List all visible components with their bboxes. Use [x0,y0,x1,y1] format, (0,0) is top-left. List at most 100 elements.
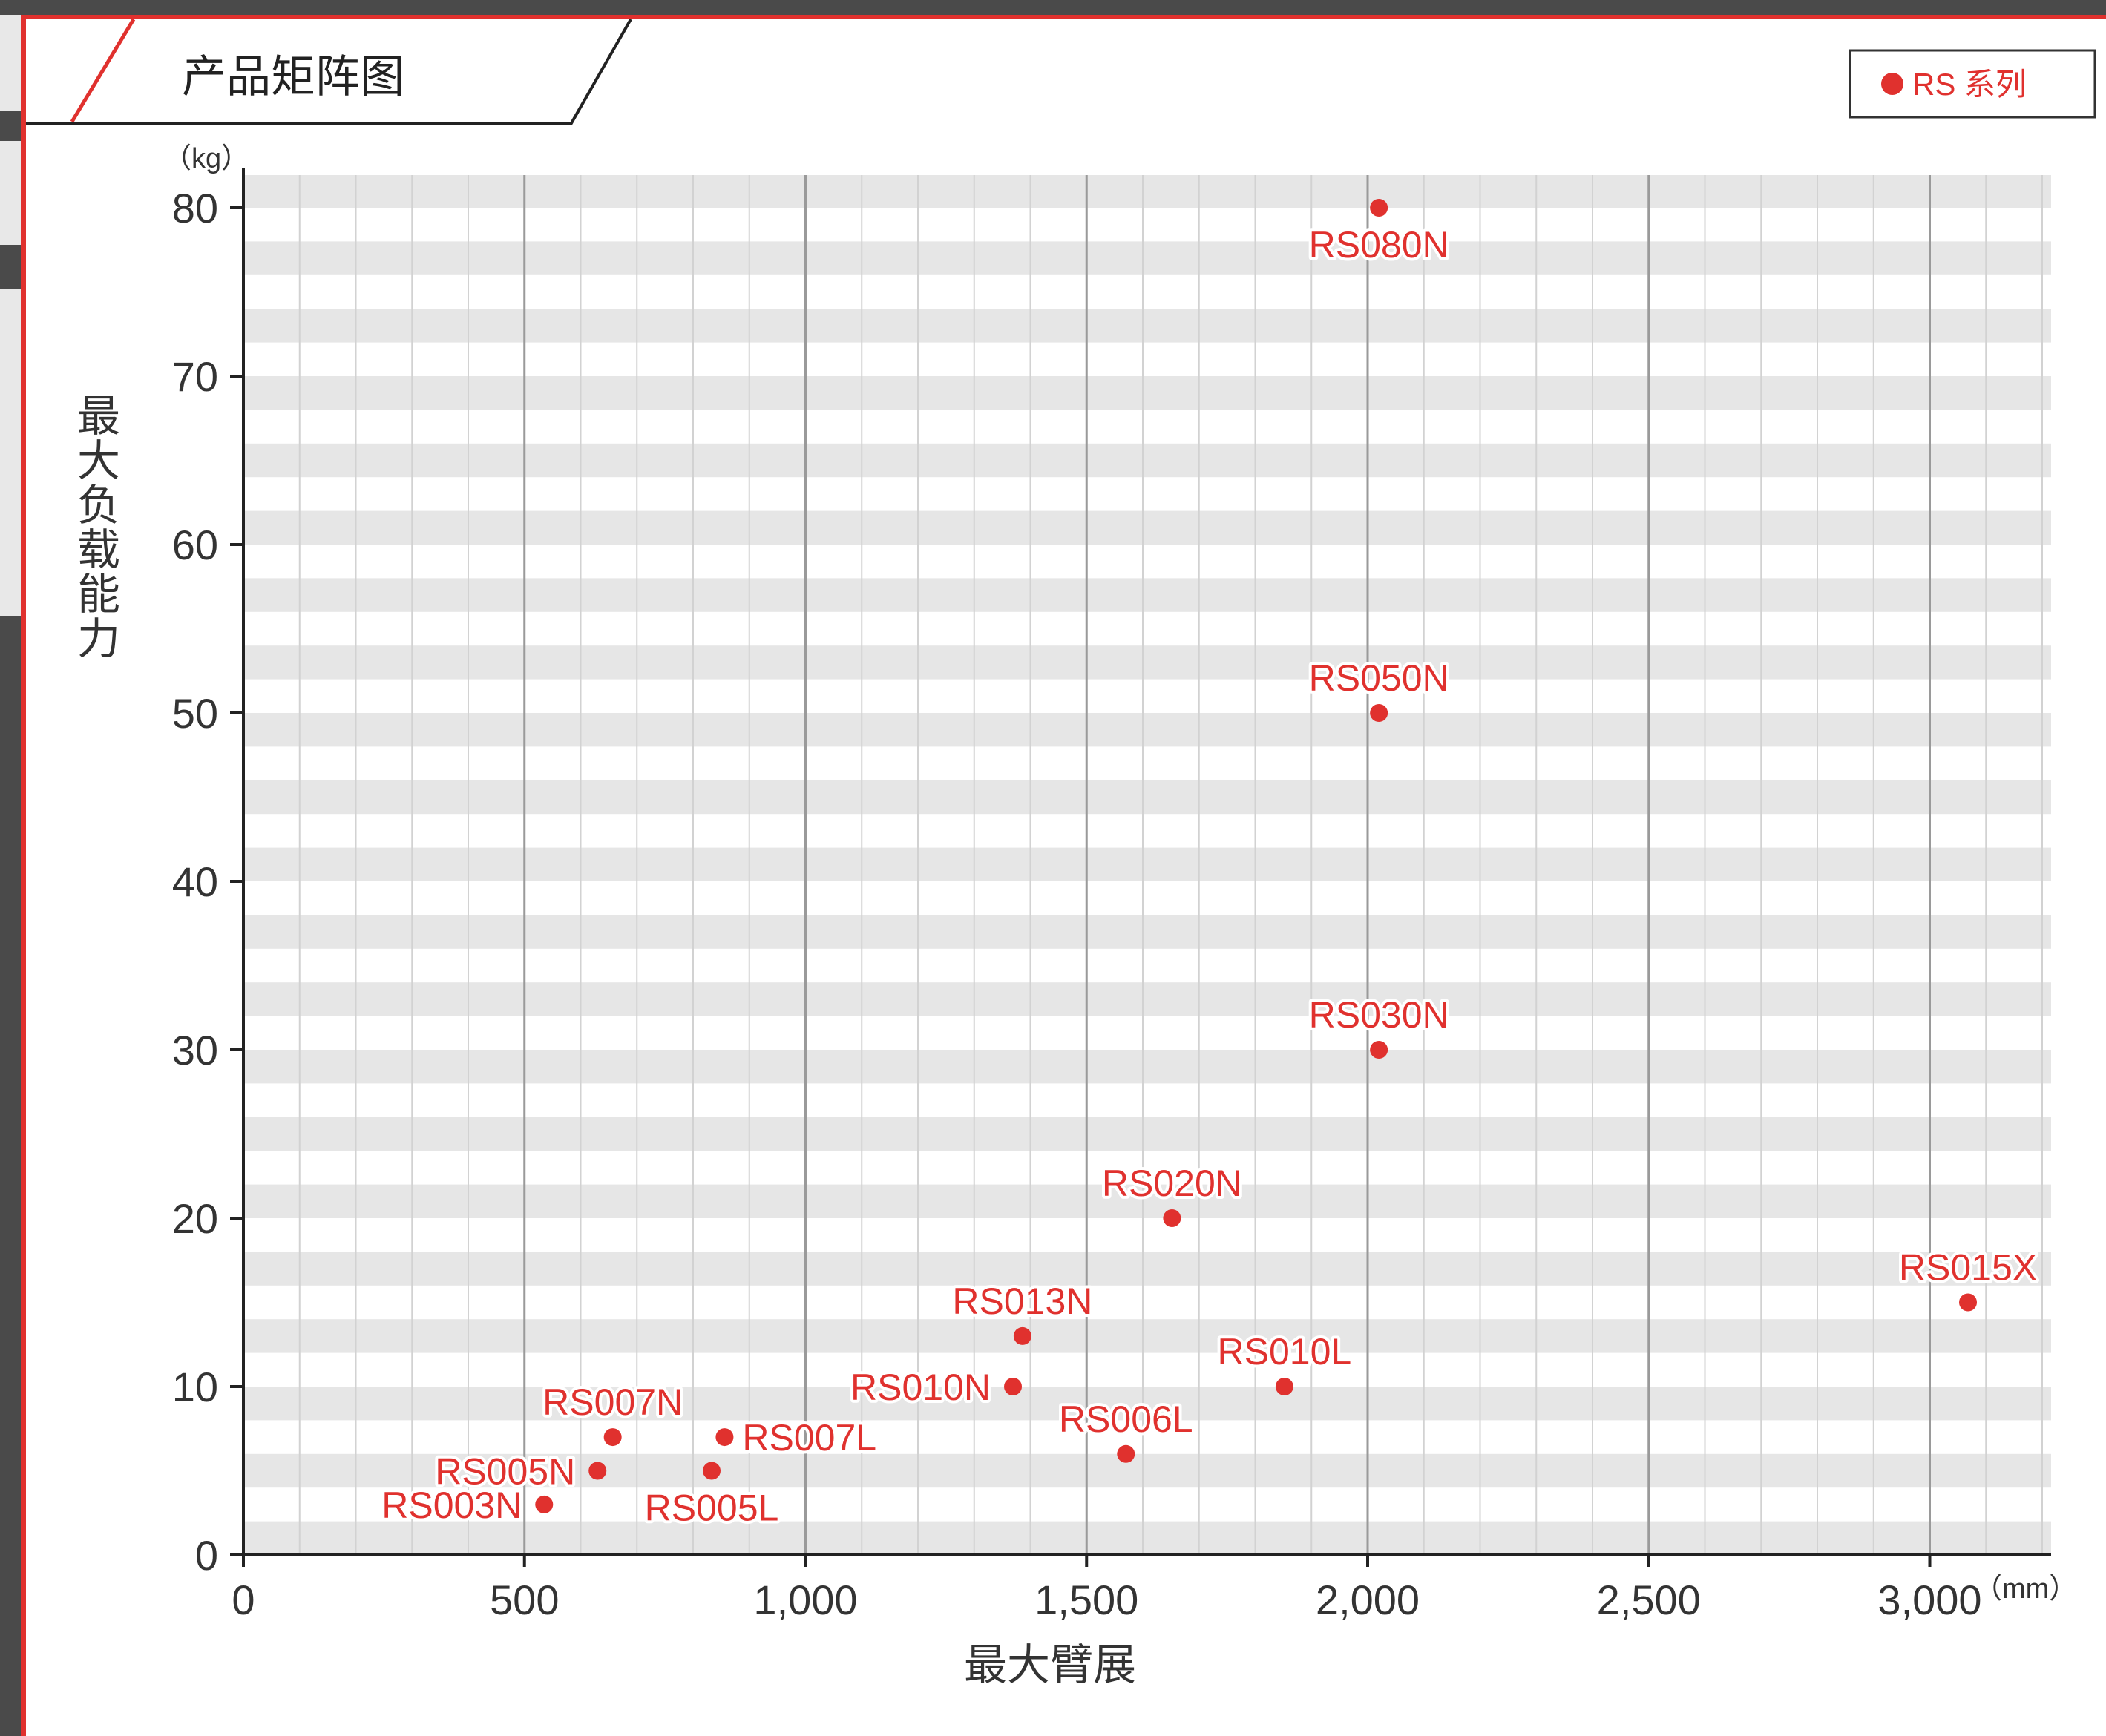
left-edge-strip [0,289,21,616]
data-point [1370,199,1388,217]
data-point-label: RS020N [1102,1163,1242,1204]
y-tick-label: 60 [172,522,218,568]
data-point-label-halo: RS020N [1102,1163,1242,1204]
data-point-label: RS030N [1309,994,1449,1036]
title-tab: 产品矩阵图 [26,19,632,125]
grid-band [243,1252,2051,1286]
data-point-label-halo: RS050N [1309,657,1449,699]
data-point [1275,1378,1293,1395]
y-axis-title-char: 最 [77,392,120,441]
grid-band [243,1117,2051,1151]
y-axis-title-char: 大 [77,437,120,485]
grid-band [243,241,2051,275]
grid-band [243,1387,2051,1421]
data-point-label: RS003N [381,1485,522,1526]
data-point-label: RS080N [1309,224,1449,266]
y-tick-label: 70 [172,353,218,400]
data-point-label: RS007L [742,1417,876,1459]
y-axis-title-char: 能 [77,571,120,619]
data-point-label: RS010L [1218,1331,1352,1372]
data-point [1004,1378,1023,1395]
data-point [1370,1041,1388,1059]
grid-band [243,1521,2051,1555]
data-point-label: RS050N [1309,657,1449,699]
grid-band [243,1319,2051,1353]
data-point-label: RS006L [1059,1398,1193,1440]
data-point-label-halo: RS006L [1059,1398,1193,1440]
grid-band [243,713,2051,747]
data-point [1163,1209,1181,1227]
grid-bands [243,175,2051,1555]
data-point [1013,1326,1031,1345]
y-axis-ticks: 0 10 20 30 40 50 60 70 80 [172,185,243,1579]
x-tick-label: 500 [490,1576,559,1623]
chart-title: 产品矩阵图 [182,52,404,102]
y-axis-title-char: 负 [77,481,120,530]
grid-band [243,578,2051,612]
data-point-label: RS010N [850,1367,991,1408]
grid-band [243,376,2051,410]
data-point [603,1428,622,1447]
grid-band [243,510,2051,545]
x-tick-label: 1,500 [1034,1576,1138,1623]
data-points: RS003NRS003NRS005NRS005NRS007NRS007NRS00… [378,199,2040,1532]
legend: RS 系列 [1849,49,2096,119]
x-axis-ticks: 0 500 1,000 1,500 2,000 2,500 3,000 [232,1555,1982,1623]
grid-band [243,1453,2051,1488]
y-tick-label: 50 [172,690,218,737]
left-edge-strip [0,15,21,111]
grid-band [243,175,2051,208]
data-point-label: RS013N [952,1280,1092,1322]
grid-band [243,645,2051,680]
y-tick-label: 80 [172,185,218,231]
data-point-label-halo: RS010N [850,1367,991,1408]
x-tick-label: 3,000 [1877,1576,1981,1623]
data-point-label: RS015X [1899,1247,2037,1289]
data-point [702,1462,721,1480]
data-point [1117,1444,1135,1463]
data-point-label: RS005N [435,1451,575,1493]
x-tick-label: 0 [232,1576,255,1623]
data-point [535,1495,554,1513]
x-axis-unit: （mm） [1974,1574,2077,1605]
data-point-label-halo: RS007N [542,1381,683,1423]
data-point-label: RS005L [645,1487,779,1529]
chart-frame: 产品矩阵图 RS 系列 最大负载能力 （kg） （mm） 最大臂展 0 500 1,… [21,15,2106,1736]
data-point [1959,1293,1978,1312]
data-point-label-halo: RS015X [1899,1247,2037,1289]
data-point-label-halo: RS007L [742,1417,876,1459]
data-point [715,1428,734,1447]
y-tick-label: 10 [172,1364,218,1410]
x-tick-label: 1,000 [753,1576,857,1623]
y-axis-unit: （kg） [163,143,249,174]
grid-band [243,1184,2051,1218]
x-tick-label: 2,500 [1597,1576,1701,1623]
grid-band [243,982,2051,1016]
data-point-label: RS007N [542,1381,683,1423]
grid-band [243,1050,2051,1084]
y-tick-label: 20 [172,1195,218,1242]
legend-marker [1881,73,1903,95]
y-tick-label: 0 [195,1532,218,1579]
x-tick-label: 2,000 [1316,1576,1420,1623]
left-edge-strip [0,141,21,245]
x-axis-title: 最大臂展 [964,1641,1136,1689]
grid-lines [298,175,2043,1555]
data-point-label-halo: RS003N [381,1485,522,1526]
grid-band [243,780,2051,815]
data-point-label-halo: RS013N [952,1280,1092,1322]
grid-band [243,847,2051,881]
data-point [1370,704,1388,722]
data-point-label-halo: RS080N [1309,224,1449,266]
data-point-label-halo: RS030N [1309,994,1449,1036]
data-point-label-halo: RS010L [1218,1331,1352,1372]
data-point-label-halo: RS005L [645,1487,779,1529]
y-axis-title-char: 力 [77,615,120,663]
legend-label: RS 系列 [1912,67,2027,102]
axes [242,168,2051,1556]
grid-band [243,915,2051,949]
y-tick-label: 30 [172,1027,218,1074]
grid-band [243,443,2051,478]
data-point [588,1462,607,1480]
